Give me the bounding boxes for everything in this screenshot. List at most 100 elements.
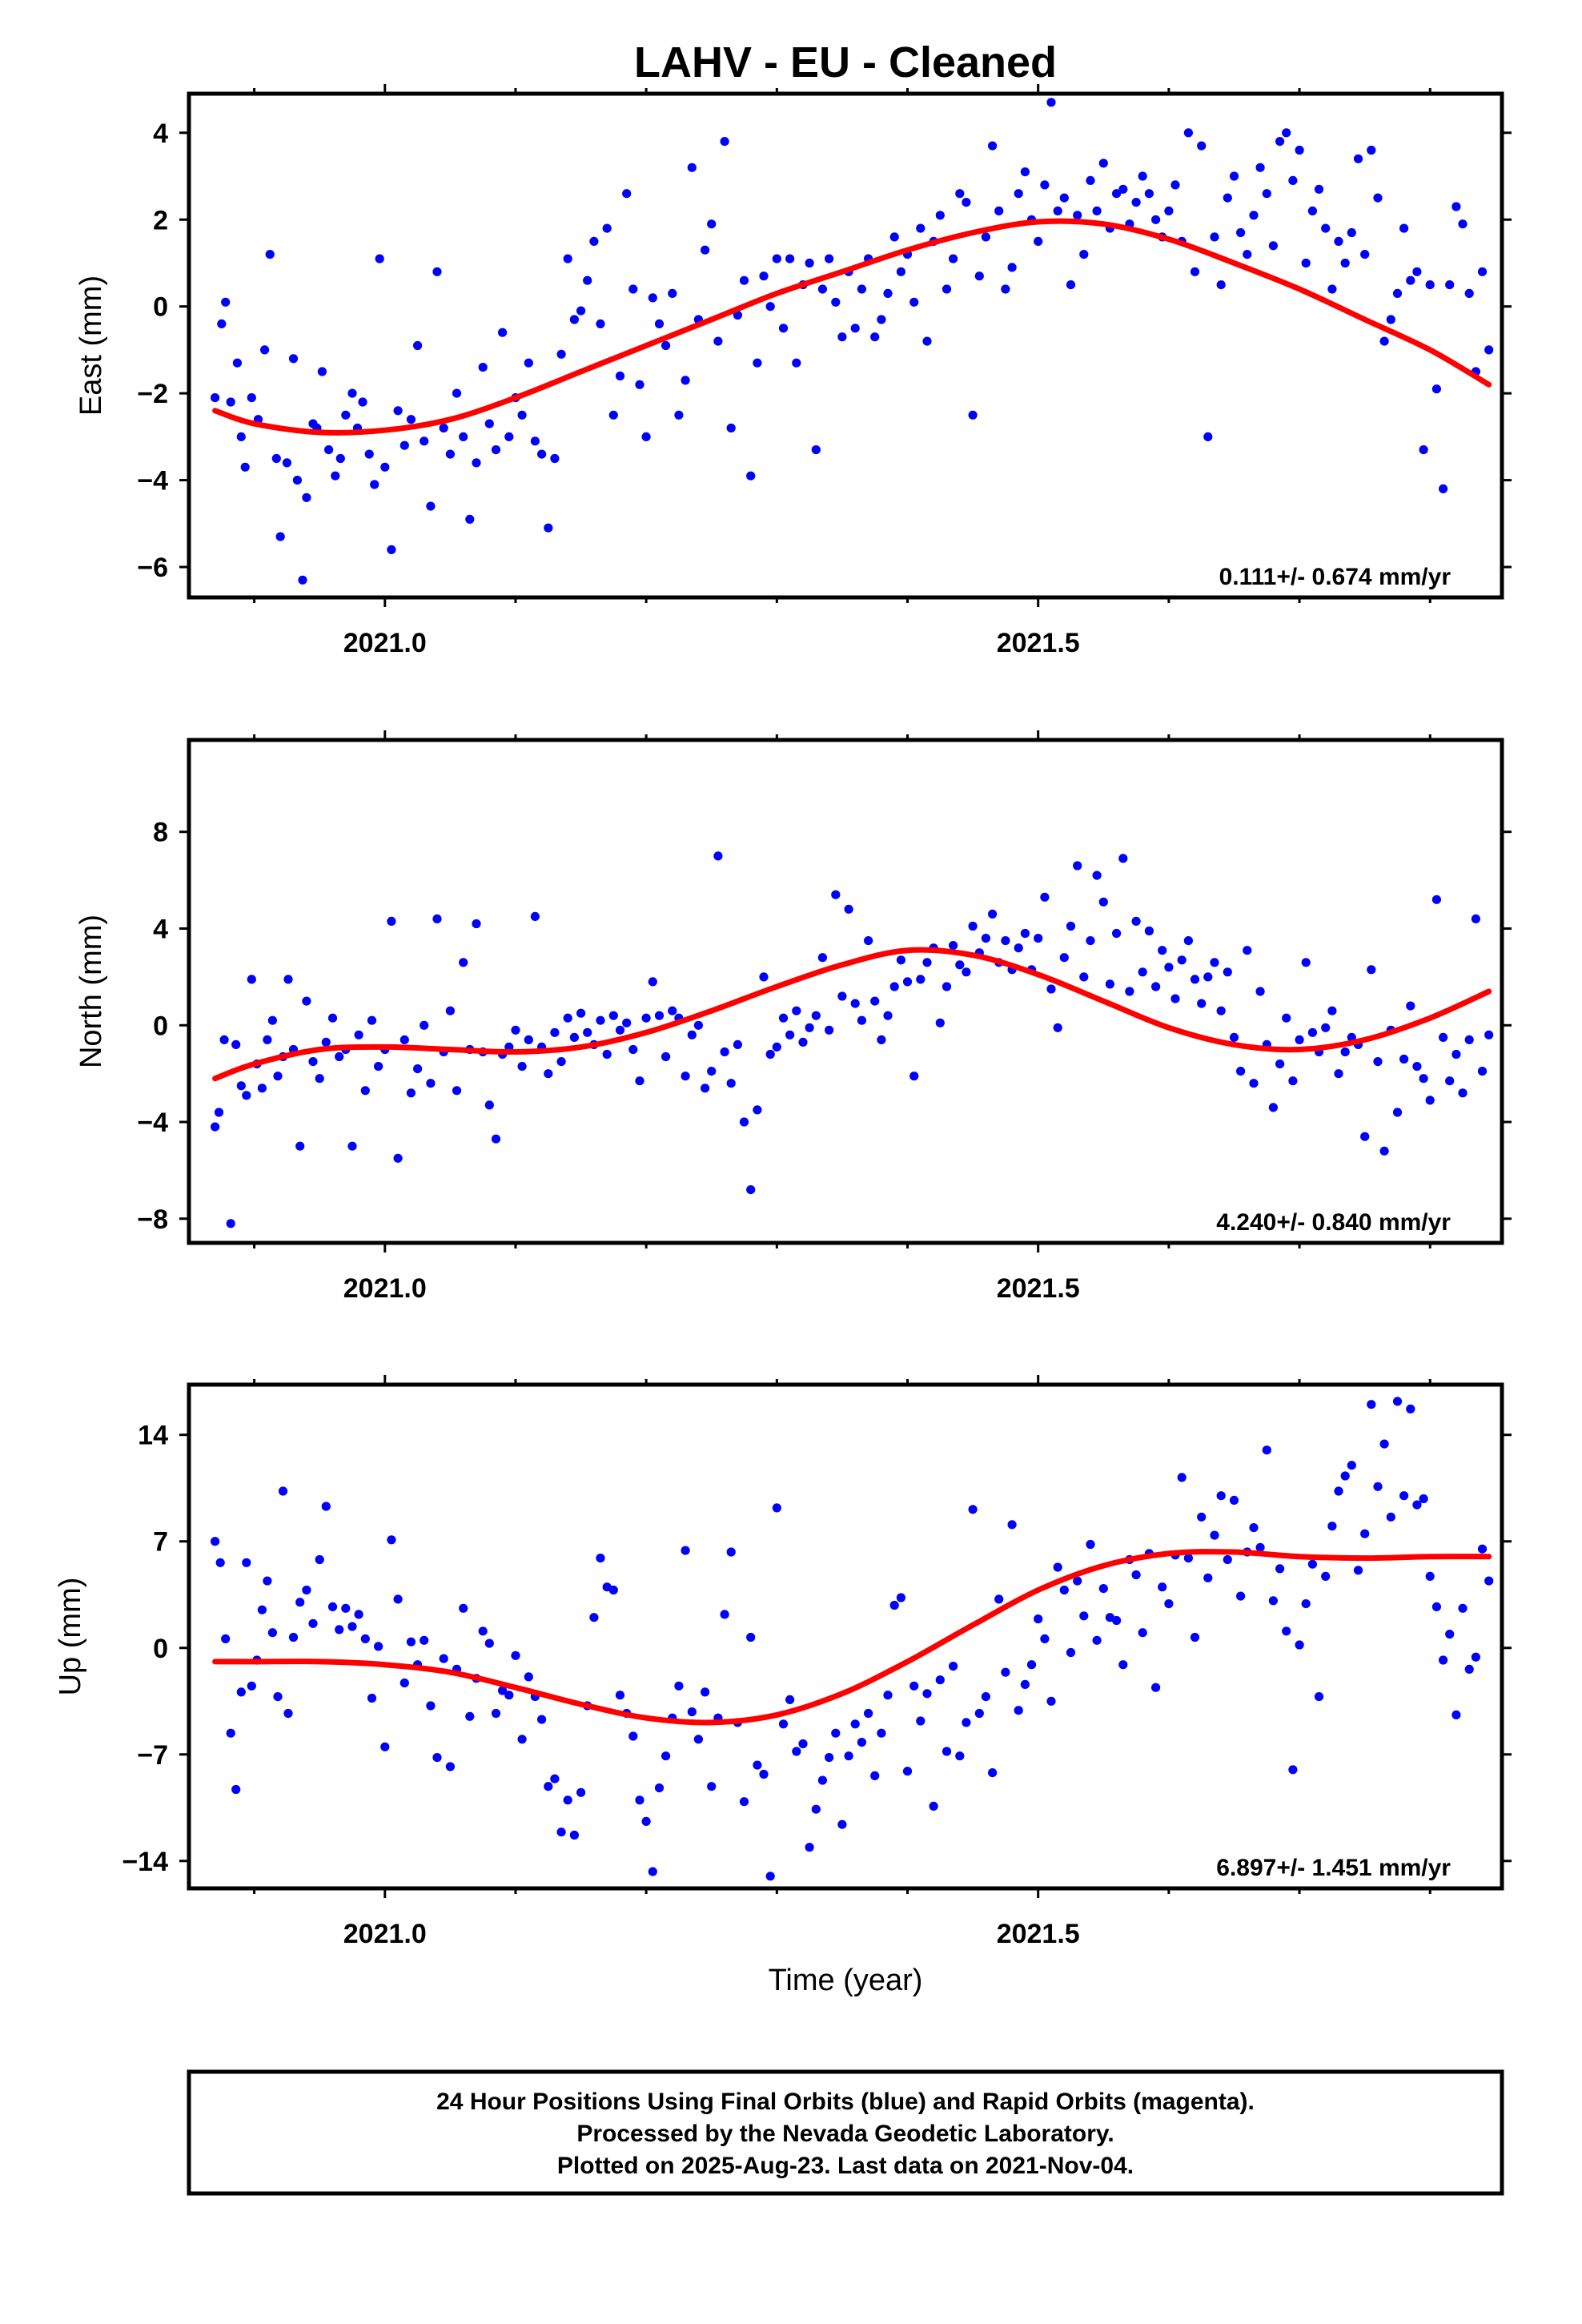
- north-point-12: [273, 1072, 283, 1081]
- north-point-49: [511, 1025, 520, 1035]
- up-point-127: [1020, 1679, 1030, 1689]
- up-point-104: [870, 1771, 880, 1780]
- east-point-93: [785, 254, 795, 263]
- north-point-92: [792, 1006, 801, 1015]
- up-point-98: [831, 1728, 841, 1738]
- up-point-84: [739, 1797, 749, 1807]
- east-point-14: [288, 354, 299, 364]
- up-point-181: [1373, 1482, 1383, 1491]
- north-xtick-label-0: 2021.0: [343, 1273, 427, 1304]
- up-fit-curve: [212, 1549, 1492, 1726]
- up-point-194: [1458, 1603, 1468, 1613]
- up-point-105: [877, 1728, 886, 1738]
- north-point-105: [877, 1035, 886, 1044]
- east-point-28: [364, 449, 374, 459]
- up-point-91: [785, 1695, 795, 1704]
- up-point-18: [308, 1618, 318, 1628]
- north-point-176: [1340, 1047, 1350, 1057]
- north-point-96: [817, 953, 827, 963]
- east-point-162: [1236, 227, 1246, 238]
- up-point-51: [524, 1672, 533, 1682]
- east-point-24: [341, 410, 351, 420]
- east-point-190: [1419, 445, 1428, 455]
- east-point-40: [439, 423, 448, 433]
- east-panel: −6 −4 −2 0 2 4 2021.0 2021.5 East (mm) 0.111+/- 0…: [74, 84, 1512, 658]
- north-panel: −8 −4 0 4 8 2021.0 2021.5 North (mm) 4.240+/- 0.…: [74, 730, 1512, 1304]
- east-point-177: [1334, 236, 1343, 246]
- up-point-13: [278, 1486, 288, 1496]
- north-point-124: [1001, 936, 1010, 946]
- east-point-128: [1014, 189, 1023, 199]
- north-point-39: [445, 1006, 456, 1015]
- north-point-5: [236, 1081, 246, 1091]
- east-point-181: [1360, 250, 1370, 259]
- north-point-110: [909, 1072, 919, 1081]
- north-point-180: [1367, 965, 1376, 975]
- figure-title: LAHV - EU - Cleaned: [634, 38, 1057, 86]
- north-point-134: [1066, 921, 1076, 931]
- up-point-41: [459, 1603, 468, 1613]
- east-point-3: [226, 397, 235, 407]
- north-point-21: [327, 1013, 338, 1023]
- up-point-137: [1086, 1539, 1095, 1550]
- up-point-24: [347, 1622, 357, 1631]
- east-point-141: [1098, 159, 1108, 168]
- north-point-22: [335, 1051, 344, 1062]
- north-point-3: [226, 1219, 235, 1228]
- north-point-166: [1275, 1059, 1285, 1069]
- up-point-155: [1203, 1573, 1213, 1582]
- north-point-157: [1216, 1006, 1226, 1015]
- north-point-50: [517, 1062, 527, 1072]
- north-point-117: [955, 960, 965, 970]
- east-point-63: [589, 236, 599, 246]
- east-point-42: [452, 388, 462, 398]
- up-point-27: [367, 1693, 377, 1703]
- north-point-82: [726, 1079, 736, 1088]
- east-point-82: [713, 336, 723, 346]
- north-point-52: [530, 911, 540, 921]
- north-point-33: [406, 1088, 416, 1098]
- up-point-109: [902, 1767, 913, 1776]
- east-point-90: [765, 302, 775, 312]
- north-point-193: [1452, 1049, 1461, 1059]
- east-point-127: [1007, 263, 1017, 272]
- east-point-188: [1406, 275, 1415, 285]
- east-point-72: [648, 293, 657, 303]
- up-point-130: [1040, 1634, 1050, 1643]
- north-point-65: [615, 1025, 625, 1035]
- up-ytick-label-3: 7: [153, 1527, 168, 1558]
- up-point-33: [406, 1637, 416, 1647]
- east-point-119: [955, 189, 965, 199]
- east-point-57: [550, 453, 560, 464]
- up-point-17: [302, 1585, 311, 1595]
- east-point-47: [484, 419, 494, 428]
- up-point-46: [491, 1708, 501, 1719]
- up-point-158: [1223, 1554, 1232, 1565]
- east-point-1: [217, 319, 227, 328]
- east-y-axis-label: East (mm): [74, 275, 108, 416]
- up-point-126: [1014, 1706, 1023, 1715]
- north-point-31: [393, 1153, 403, 1163]
- up-point-45: [484, 1638, 494, 1648]
- north-point-196: [1471, 914, 1480, 923]
- up-point-196: [1471, 1652, 1480, 1662]
- east-point-187: [1399, 223, 1409, 233]
- north-point-34: [413, 1064, 423, 1074]
- east-point-64: [596, 319, 605, 328]
- north-point-51: [524, 1035, 533, 1044]
- north-point-169: [1295, 1035, 1304, 1044]
- east-point-152: [1170, 180, 1180, 190]
- up-point-32: [400, 1678, 409, 1688]
- east-point-103: [850, 324, 860, 333]
- north-point-192: [1445, 1076, 1455, 1086]
- north-point-2: [219, 1035, 229, 1044]
- east-point-146: [1131, 198, 1141, 207]
- footer-line-2: Processed by the Nevada Geodetic Laborat…: [576, 2121, 1114, 2147]
- up-point-151: [1177, 1473, 1186, 1482]
- east-ytick-label-5: 4: [153, 119, 168, 149]
- north-point-1: [214, 1108, 224, 1117]
- up-point-25: [354, 1610, 363, 1619]
- up-point-89: [772, 1503, 781, 1513]
- east-point-163: [1243, 250, 1252, 259]
- east-point-140: [1092, 206, 1102, 215]
